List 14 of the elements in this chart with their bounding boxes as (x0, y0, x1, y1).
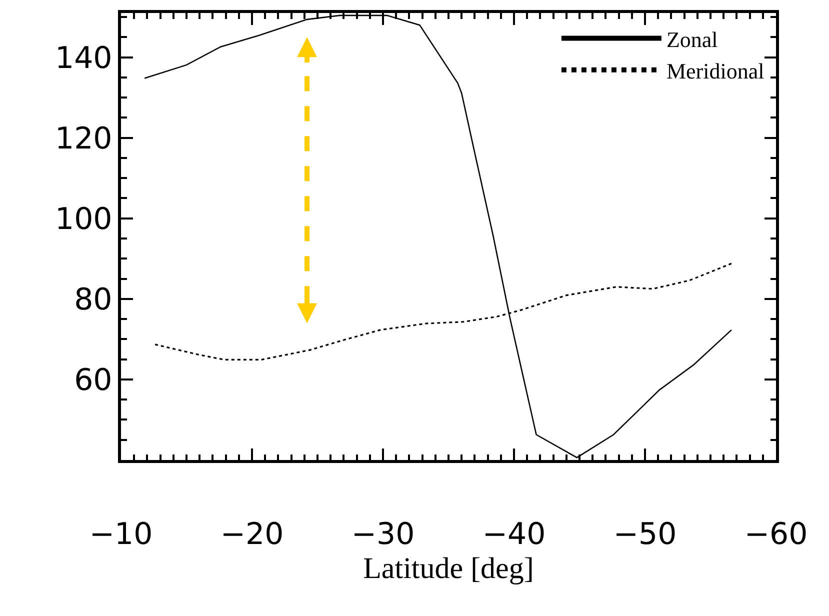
x-tick-label: −10 (89, 516, 153, 552)
x-tick-label: −40 (482, 516, 546, 552)
legend-label: Meridional (666, 58, 764, 84)
x-tick-label: −60 (744, 516, 808, 552)
legend-label: Zonal (666, 26, 718, 52)
x-tick-label: −50 (613, 516, 677, 552)
y-tick-label: 100 (54, 202, 112, 237)
x-axis-title: Latitude [deg] (363, 552, 534, 585)
y-tick-label: 140 (54, 40, 112, 76)
y-tick-label: 60 (74, 362, 112, 398)
x-tick-label: −20 (220, 516, 284, 552)
x-tick-label: −30 (351, 516, 415, 552)
y-tick-label: 80 (74, 282, 112, 318)
y-tick-label: 120 (54, 121, 112, 156)
